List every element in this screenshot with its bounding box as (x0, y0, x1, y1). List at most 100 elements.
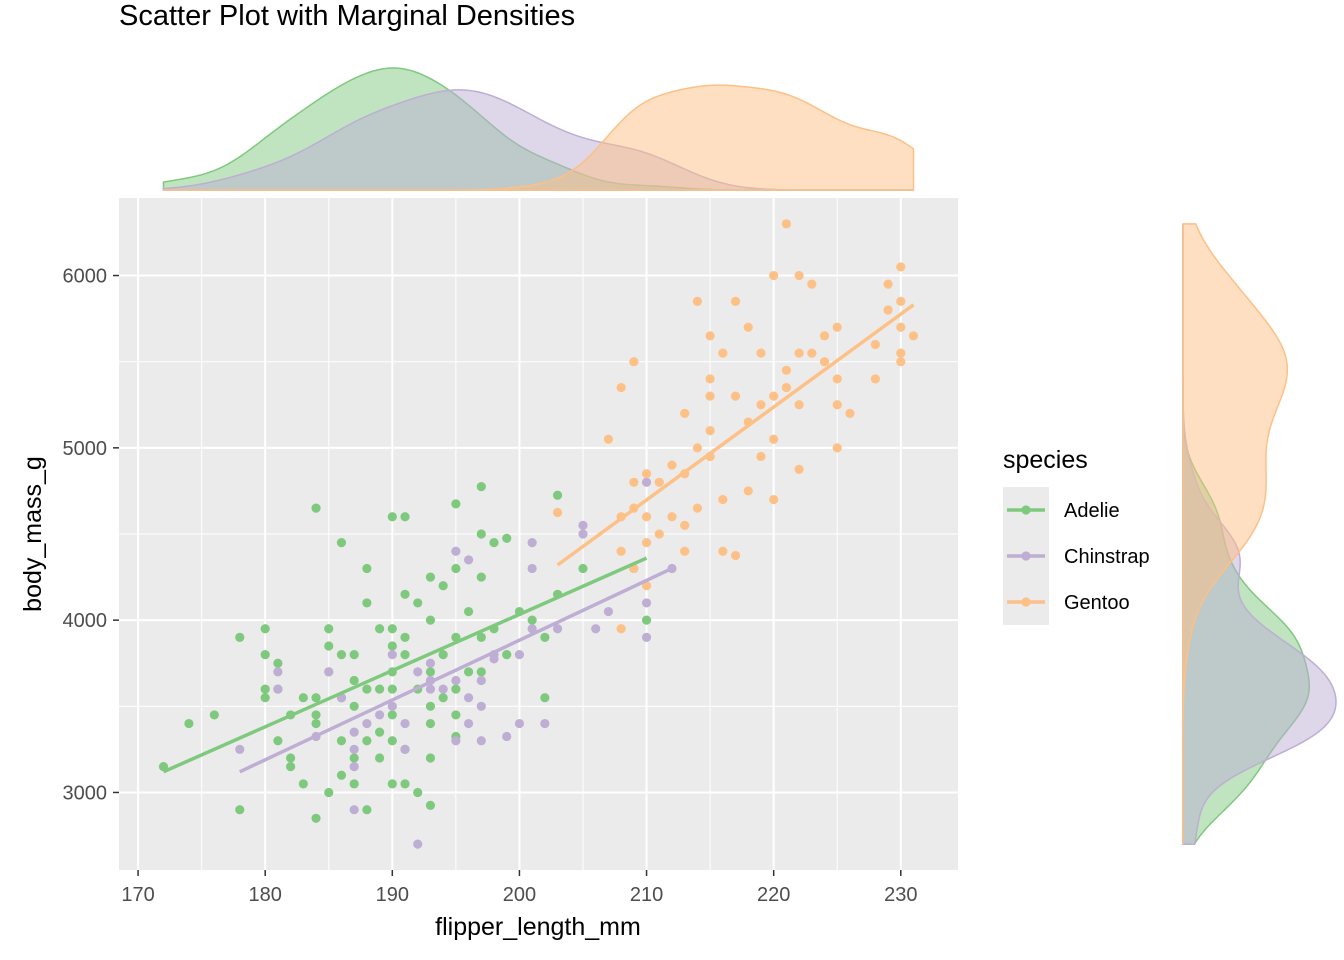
point-gentoo (641, 469, 652, 479)
point-gentoo (641, 538, 652, 548)
point-chinstrap (413, 667, 423, 677)
point-gentoo (667, 512, 677, 522)
point-adelie (324, 641, 334, 651)
point-adelie (311, 693, 321, 703)
point-gentoo (718, 348, 728, 358)
trend-line-gentoo (556, 303, 915, 567)
point-adelie (362, 684, 372, 694)
point-adelie (298, 779, 308, 789)
legend-key-point-adelie (1021, 505, 1031, 515)
point-adelie (425, 701, 436, 711)
point-adelie (425, 800, 436, 810)
point-chinstrap (578, 529, 588, 539)
point-chinstrap (552, 624, 563, 634)
point-gentoo (743, 486, 753, 496)
point-adelie (362, 598, 372, 608)
point-adelie (273, 658, 283, 668)
point-gentoo (552, 507, 563, 518)
point-adelie (362, 805, 372, 815)
x-tick-label: 210 (630, 884, 663, 906)
legend-key-point-gentoo (1021, 597, 1031, 607)
point-adelie (540, 693, 550, 703)
point-chinstrap (400, 744, 410, 754)
point-adelie (425, 615, 436, 625)
point-adelie (260, 650, 270, 660)
y-tick-label: 4000 (63, 610, 108, 632)
point-adelie (336, 650, 347, 660)
point-adelie (374, 624, 385, 634)
point-gentoo (680, 520, 690, 530)
point-gentoo (629, 477, 639, 487)
point-gentoo (692, 443, 703, 453)
point-adelie (311, 710, 321, 720)
point-gentoo (616, 546, 626, 556)
point-chinstrap (451, 736, 461, 746)
legend: species Adelie Chinstrap Gentoo (1003, 446, 1150, 625)
point-adelie (425, 572, 436, 582)
point-gentoo (769, 270, 779, 281)
point-adelie (374, 684, 385, 694)
chart-title: Scatter Plot with Marginal Densities (119, 0, 575, 32)
point-chinstrap (641, 477, 652, 487)
point-adelie (476, 482, 486, 492)
x-axis: 170 180 190 200 210 220 230 (121, 870, 917, 906)
point-adelie (387, 512, 397, 522)
point-chinstrap (463, 718, 474, 729)
point-gentoo (870, 339, 880, 350)
point-gentoo (769, 494, 779, 505)
point-gentoo (845, 408, 855, 418)
point-gentoo (807, 279, 817, 289)
point-gentoo (807, 348, 817, 358)
point-gentoo (654, 477, 664, 487)
point-gentoo (832, 400, 842, 410)
point-chinstrap (591, 624, 601, 634)
point-adelie (438, 581, 448, 591)
point-chinstrap (387, 701, 397, 711)
point-chinstrap (413, 839, 423, 849)
point-adelie (336, 736, 347, 746)
point-chinstrap (476, 736, 486, 746)
point-adelie (413, 598, 423, 608)
gridlines (119, 198, 958, 870)
point-chinstrap (540, 718, 550, 729)
y-tick-label: 6000 (63, 266, 108, 288)
point-adelie (235, 632, 245, 642)
point-adelie (425, 718, 436, 729)
point-gentoo (730, 550, 741, 561)
point-gentoo (705, 426, 715, 436)
point-gentoo (832, 322, 842, 332)
point-chinstrap (527, 563, 537, 574)
point-chinstrap (349, 762, 359, 772)
point-chinstrap (527, 624, 537, 634)
y-tick-label: 5000 (63, 438, 108, 460)
point-adelie (540, 632, 550, 642)
point-chinstrap (438, 684, 448, 694)
point-adelie (451, 710, 461, 720)
point-gentoo (883, 305, 893, 315)
point-gentoo (870, 374, 880, 384)
point-adelie (260, 624, 270, 634)
point-gentoo (896, 296, 906, 306)
x-tick-label: 220 (757, 884, 790, 906)
y-axis: 3000 4000 5000 6000 (63, 266, 119, 804)
point-adelie (641, 615, 652, 625)
point-adelie (476, 632, 486, 642)
point-chinstrap (362, 718, 372, 729)
point-adelie (476, 572, 486, 582)
point-gentoo (705, 391, 715, 401)
point-gentoo (896, 348, 906, 358)
point-gentoo (832, 443, 842, 453)
point-adelie (425, 753, 436, 763)
point-gentoo (705, 331, 715, 341)
right-marginal-densities (1182, 223, 1337, 845)
point-gentoo (794, 348, 804, 358)
y-tick-label: 3000 (63, 782, 108, 804)
point-adelie (451, 684, 461, 694)
point-chinstrap (527, 538, 537, 548)
point-adelie (311, 813, 321, 823)
point-adelie (235, 805, 245, 815)
point-adelie (451, 563, 461, 574)
point-adelie (336, 538, 347, 548)
point-chinstrap (489, 654, 499, 664)
point-gentoo (680, 408, 690, 418)
